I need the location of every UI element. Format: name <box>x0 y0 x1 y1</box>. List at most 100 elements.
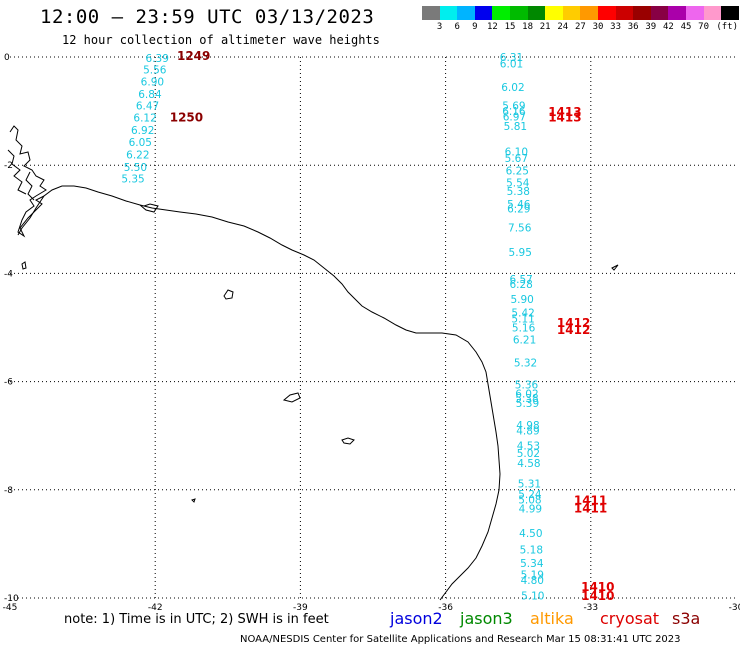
swh-value-label: 7.56 <box>508 222 532 234</box>
swh-value-label: 6.31 <box>500 52 523 64</box>
color-swatch <box>527 6 546 20</box>
color-swatch <box>562 6 581 20</box>
swh-value-label: 5.34 <box>520 558 544 570</box>
swh-value-label: 5.16 <box>512 323 536 335</box>
coastline <box>7 125 619 601</box>
color-swatch <box>545 6 563 20</box>
swh-value-label: 6.90 <box>141 76 164 88</box>
color-swatch <box>457 6 475 20</box>
color-scale-tick: 6 <box>454 22 460 32</box>
color-swatch <box>509 6 528 20</box>
time-label: 1412 <box>557 323 590 337</box>
footer-credit: NOAA/NESDIS Center for Satellite Applica… <box>240 634 681 645</box>
color-scale-tick: 9 <box>472 22 478 32</box>
lon-tick-label: -36 <box>438 603 453 613</box>
swh-value-label: 5.32 <box>514 358 537 370</box>
swh-value-label: 5.54 <box>506 178 530 190</box>
swh-value-label: 6.16 <box>502 106 526 118</box>
island-noronha <box>282 392 301 403</box>
lon-tick-label: -45 <box>3 603 18 613</box>
swh-value-label: 5.31 <box>518 478 541 490</box>
swh-value-label: 6.10 <box>505 147 528 159</box>
swh-value-label: 6.02 <box>515 389 538 401</box>
swh-value-label: 6.25 <box>506 166 529 178</box>
swh-value-label: 5.69 <box>502 101 525 113</box>
time-label: 1250 <box>170 111 203 125</box>
swh-value-label: 6.02 <box>501 82 524 94</box>
color-scale-tick: 15 <box>504 22 516 32</box>
swh-value-label: 5.08 <box>518 495 541 507</box>
lat-tick-label: -8 <box>4 486 13 496</box>
color-scale-tick: 24 <box>557 22 569 32</box>
swh-value-label: 5.02 <box>517 448 540 460</box>
swh-observations: 6.395.566.906.846.476.126.926.056.225.50… <box>121 52 544 602</box>
swh-value-label: 4.58 <box>517 458 540 470</box>
coastline-mainland <box>17 185 501 601</box>
time-label: 1413 <box>548 105 581 119</box>
color-swatch <box>597 6 616 20</box>
swh-value-label: 5.67 <box>505 153 528 165</box>
color-swatch <box>685 6 704 20</box>
swh-value-label: 5.19 <box>521 570 544 582</box>
color-swatch <box>615 6 634 20</box>
color-scale-tick: 45 <box>680 22 692 32</box>
legend-s3a: s3a <box>672 609 701 628</box>
island-small-1 <box>341 437 355 445</box>
legend-jason3: jason3 <box>460 609 513 628</box>
color-scale-bar <box>422 6 739 20</box>
color-scale-tick: 70 <box>698 22 710 32</box>
swh-value-label: 5.56 <box>143 64 167 76</box>
time-label: 1411 <box>574 494 607 508</box>
color-scale-tick: 12 <box>486 22 498 32</box>
color-swatch <box>633 6 651 20</box>
swh-value-label: 6.22 <box>126 149 149 161</box>
coastline-bay <box>139 203 159 213</box>
color-swatch <box>492 6 510 20</box>
time-label: 1410 <box>581 589 614 603</box>
time-label: 1410 <box>581 580 614 594</box>
swh-value-label: 4.89 <box>516 425 539 437</box>
coastline-delta <box>7 125 47 238</box>
legend-jason2: jason2 <box>390 609 443 628</box>
swh-value-label: 4.53 <box>517 440 540 452</box>
map-title: 12:00 – 23:59 UTC 03/13/2023 <box>40 6 375 28</box>
swh-value-label: 5.11 <box>511 313 534 325</box>
swh-value-label: 5.10 <box>521 590 544 602</box>
note-text: note: 1) Time is in UTC; 2) SWH is in fe… <box>64 612 329 627</box>
swh-value-label: 5.36 <box>515 379 539 391</box>
lat-tick-label: -4 <box>4 269 13 279</box>
swh-value-label: 6.29 <box>507 203 530 215</box>
time-label: 1413 <box>548 111 581 125</box>
swh-value-label: 6.28 <box>509 279 532 291</box>
color-scale-tick: 33 <box>610 22 622 32</box>
lon-tick-label: -33 <box>583 603 598 613</box>
color-swatch <box>422 6 440 20</box>
swh-value-label: 5.50 <box>124 162 147 174</box>
swh-value-label: 5.24 <box>518 489 542 501</box>
color-swatch <box>650 6 669 20</box>
legend-altika: altika <box>530 609 574 628</box>
lon-tick-label: -39 <box>293 603 308 613</box>
color-swatch <box>439 6 458 20</box>
island-small-3 <box>611 264 619 271</box>
color-scale-tick: 30 <box>592 22 604 32</box>
island-rocas <box>223 289 234 300</box>
swh-value-label: 6.05 <box>129 137 152 149</box>
swh-value-label: 6.84 <box>138 89 162 101</box>
time-label: 1411 <box>574 502 607 516</box>
swh-value-label: 5.38 <box>507 186 530 198</box>
lon-tick-label: -42 <box>148 603 163 613</box>
color-scale-tick: 39 <box>645 22 657 32</box>
color-scale-tick: 42 <box>662 22 674 32</box>
color-swatch <box>703 6 722 20</box>
color-scale-tick: 18 <box>522 22 534 32</box>
swh-value-label: 6.12 <box>133 113 156 125</box>
lon-tick-label: -30 <box>729 603 740 613</box>
swh-value-label: 6.39 <box>146 53 169 65</box>
color-scale-tick: 36 <box>627 22 639 32</box>
swh-value-label: 6.97 <box>503 112 526 124</box>
swh-value-label: 4.98 <box>516 420 539 432</box>
color-scale-tick: (ft) <box>716 22 739 32</box>
swh-value-label: 6.01 <box>500 58 523 70</box>
swh-value-label: 5.95 <box>509 247 532 259</box>
